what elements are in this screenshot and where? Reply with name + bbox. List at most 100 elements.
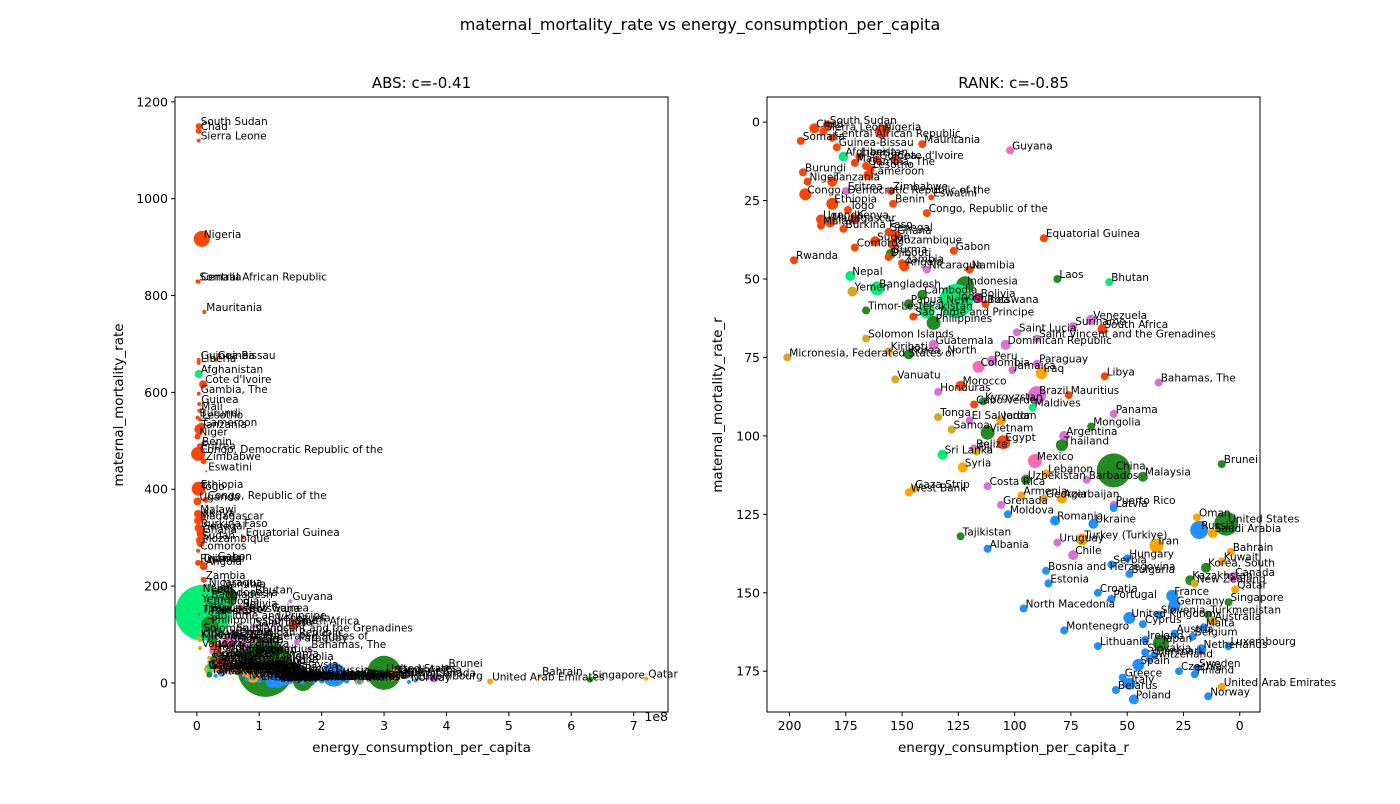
abs-point (343, 677, 350, 684)
abs-panel-title: ABS: c=-0.41 (372, 74, 471, 92)
rank-point-label: Sudan (877, 231, 910, 243)
rank-point-label: Kiribati (891, 341, 928, 353)
rank-point-label: Angola (906, 256, 942, 268)
rank-point-label: Somalia (803, 131, 845, 143)
rank-point (803, 177, 812, 186)
rank-point-label: Venezuela (1093, 310, 1147, 322)
rank-point (1000, 339, 1011, 350)
abs-point-label: Comoros (200, 541, 246, 553)
rank-point (928, 194, 935, 201)
abs-point-label: Venezuela (277, 612, 331, 624)
rank-point (956, 532, 965, 541)
rank-point-label: China (1116, 460, 1146, 472)
abs-point-label: Burkina Faso (201, 518, 268, 530)
rank-point-label: West Bank (911, 482, 967, 494)
abs-point-label: Italy (280, 672, 303, 684)
rank-point-label: Vanuatu (897, 369, 940, 381)
abs-point (263, 622, 268, 627)
rank-point-label: Chad (816, 118, 843, 130)
rank-point (819, 127, 828, 136)
rank-point (874, 124, 889, 139)
rank-y-tick-label: 150 (736, 585, 760, 600)
rank-point-label: Tanzania (833, 172, 880, 184)
rank-point (1006, 146, 1015, 155)
abs-point-label: Congo, Democratic Republic of the (200, 444, 383, 456)
rank-point (1033, 334, 1042, 343)
abs-point-label: Mauritania (206, 302, 262, 314)
rank-point-label: Rwanda (796, 250, 838, 262)
rank-point (1053, 275, 1062, 283)
rank-point-label: Thailand (1063, 435, 1109, 447)
rank-point-label: Poland (1136, 689, 1171, 701)
abs-point-label: Djibouti (204, 553, 245, 565)
rank-point (1059, 430, 1070, 441)
abs-point-label: Laos (211, 583, 235, 595)
abs-point-label: Saint Vincent and the Grenadines (236, 623, 413, 635)
rank-point (849, 214, 860, 225)
rank-point (1086, 314, 1097, 325)
rank-point (809, 123, 820, 134)
abs-point-label: Sao Tome and Principe (208, 610, 327, 622)
rank-point-label: Maldives (1035, 398, 1081, 410)
abs-point-label: Kuwait (405, 667, 440, 679)
rank-point (841, 187, 850, 196)
abs-y-tick-label: 600 (144, 385, 168, 400)
rank-point (1096, 453, 1131, 488)
abs-point-label: Dominican Republic (239, 627, 344, 639)
rank-point-label: Guinea-Bissau (839, 137, 914, 149)
rank-point (1020, 474, 1031, 485)
rank-point-label: Mongolia (1093, 417, 1141, 429)
rank-point (790, 256, 798, 265)
rank-point (862, 334, 871, 343)
abs-point (195, 123, 202, 130)
rank-point (1207, 616, 1218, 626)
rank-point-label: Russia (1201, 520, 1235, 532)
rank-point-label: Uzbekistan (1028, 470, 1086, 482)
abs-point-label: Rwanda (200, 553, 242, 565)
rank-point-label: Slovakia (1147, 642, 1191, 654)
rank-point-label: Jamaica (1013, 360, 1055, 372)
rank-point-label: Brazil (1039, 385, 1068, 397)
rank-point (870, 281, 885, 296)
abs-point (202, 310, 207, 314)
rank-point (965, 265, 974, 274)
abs-point (206, 671, 213, 678)
abs-point (196, 548, 201, 553)
rank-point (1060, 626, 1069, 635)
rank-point-label: Bulgaria (1131, 564, 1175, 576)
rank-point-label: Madagascar (832, 213, 896, 225)
abs-point (244, 677, 249, 682)
rank-point-label: Sweden (1199, 658, 1241, 670)
abs-point-label: Equatorial Guinea (246, 527, 340, 539)
rank-point (822, 120, 833, 131)
abs-point-label: Turkmenistan (341, 670, 413, 682)
rank-point-label: United States (1228, 514, 1299, 526)
abs-point-label: Yemen (201, 594, 237, 606)
rank-point-label: Papua New Guinea (911, 294, 1010, 306)
rank-point (1141, 648, 1150, 657)
abs-point-label: Estonia (292, 669, 331, 681)
abs-point-label: Guyana (292, 591, 333, 603)
rank-x-tick-label: 25 (1176, 718, 1192, 733)
abs-point-label: South Sudan (201, 116, 268, 128)
abs-point-label: Solomon Islands (203, 623, 289, 635)
abs-point-label: Canada (436, 668, 476, 680)
rank-point (1226, 548, 1235, 556)
abs-point-label: Sweden (342, 671, 384, 683)
rank-point (1170, 629, 1179, 638)
rank-point-label: Philippines (936, 313, 993, 325)
rank-point (1097, 324, 1108, 335)
abs-point (219, 663, 224, 668)
rank-point-label: Mozambique (895, 235, 962, 247)
rank-point (955, 380, 966, 391)
rank-point (980, 425, 995, 440)
rank-point-label: Luxembourg (1231, 636, 1296, 648)
abs-point-label: Georgia (246, 661, 287, 673)
rank-point-label: Cyprus (1145, 614, 1182, 626)
rank-point (981, 300, 990, 309)
abs-point (199, 630, 204, 635)
rank-point-label: Sao Tome and Principe (915, 307, 1034, 319)
